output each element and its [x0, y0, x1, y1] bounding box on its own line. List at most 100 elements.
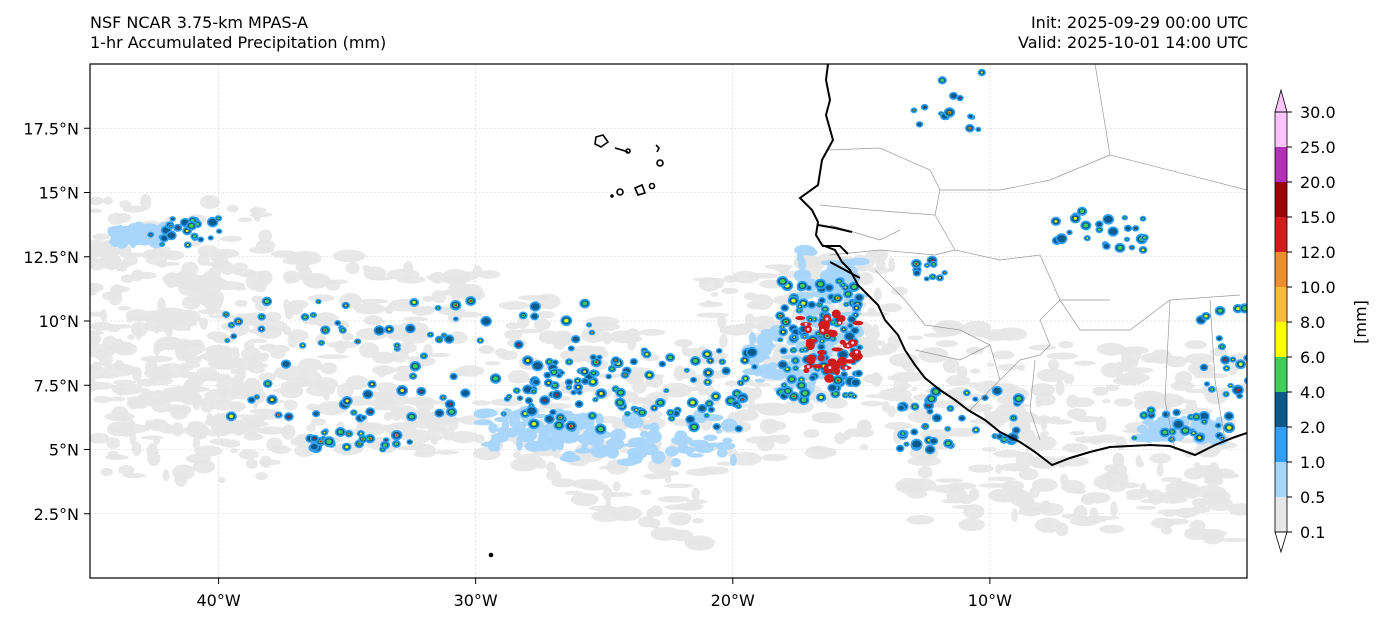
precip-cell — [361, 416, 366, 419]
precip-cell — [956, 365, 968, 379]
precip-cell — [119, 200, 132, 209]
precip-cell — [431, 289, 447, 304]
precip-cell — [610, 367, 614, 371]
precip-cell — [164, 423, 174, 434]
colorbar-segment — [1275, 392, 1287, 427]
precip-cell — [372, 351, 397, 364]
precip-cell — [1035, 392, 1056, 406]
precip-cell — [570, 493, 599, 507]
precip-cell — [1074, 416, 1104, 423]
precip-cell — [1001, 480, 1025, 492]
precip-cell — [387, 328, 391, 331]
precip-cell — [145, 389, 153, 399]
precip-cell — [547, 381, 550, 385]
precip-cell — [313, 377, 339, 392]
precip-cell — [1174, 370, 1193, 386]
precip-cell — [344, 304, 347, 307]
precip-cell — [180, 368, 189, 378]
precip-cell — [1040, 500, 1052, 512]
precip-cell — [412, 364, 418, 369]
precip-cell — [150, 234, 152, 236]
precip-cell — [995, 464, 1002, 475]
precip-cell — [891, 286, 908, 296]
precip-cell — [1047, 359, 1060, 371]
precip-cell — [1165, 480, 1196, 496]
precip-cell — [828, 366, 832, 370]
colorbar-level-label: 8.0 — [1300, 313, 1325, 332]
precip-cell — [240, 450, 248, 457]
precip-cell — [947, 482, 977, 490]
precip-cell — [828, 384, 837, 391]
precip-cell — [400, 435, 410, 440]
precip-cell — [536, 310, 555, 319]
precip-cell — [249, 366, 265, 374]
precip-cell — [505, 322, 521, 330]
precip-cell — [531, 303, 540, 310]
colorbar-extend-max — [1274, 88, 1288, 113]
precip-cell — [1073, 488, 1086, 495]
precip-cell — [560, 371, 564, 374]
precip-cell — [170, 406, 189, 420]
precip-cell — [193, 445, 223, 457]
precip-cell — [924, 106, 926, 108]
precip-cell — [831, 347, 843, 352]
precip-cell — [802, 390, 808, 396]
precip-cell — [196, 366, 218, 379]
precip-cell — [668, 411, 673, 415]
precip-cell — [429, 333, 432, 336]
precip-cell — [405, 396, 436, 406]
precip-cell — [639, 410, 645, 415]
precip-cell — [574, 448, 594, 454]
precip-cell — [1125, 226, 1131, 231]
precip-cell — [1245, 378, 1247, 383]
precip-cell — [117, 305, 132, 311]
precip-cell — [106, 437, 121, 449]
precip-cell — [556, 423, 562, 428]
precip-cell — [1096, 222, 1102, 227]
precip-cell — [606, 375, 611, 378]
precip-cell — [441, 268, 471, 285]
precip-cell — [157, 297, 166, 313]
precip-cell — [325, 280, 341, 291]
precip-cell — [836, 379, 840, 382]
precip-cell — [982, 395, 988, 400]
precip-cell — [917, 466, 933, 479]
precip-cell — [249, 246, 274, 254]
precip-cell — [754, 378, 765, 383]
precip-cell — [1047, 419, 1073, 425]
precip-cell — [594, 398, 597, 401]
precip-cell — [368, 391, 395, 399]
precip-cell — [818, 344, 825, 350]
precip-cell — [244, 417, 262, 422]
precip-cell — [724, 449, 739, 457]
precip-cell — [473, 433, 485, 444]
precip-cell — [612, 481, 621, 492]
colorbar-segment — [1275, 217, 1287, 252]
precip-cell — [297, 273, 323, 282]
precip-cell — [664, 446, 679, 457]
precip-cell — [692, 517, 704, 524]
precip-cell — [109, 396, 126, 402]
precip-cell — [1017, 364, 1026, 371]
precip-cell — [507, 378, 534, 383]
precip-cell — [1242, 306, 1247, 311]
precip-cell — [802, 308, 813, 316]
precip-cell — [931, 275, 935, 278]
precip-cell — [197, 244, 219, 258]
precip-cell — [851, 341, 855, 345]
precip-cell — [613, 387, 618, 391]
colorbar-segment — [1275, 357, 1287, 392]
precip-cell — [1202, 466, 1224, 483]
precip-cell — [1088, 435, 1103, 445]
precip-cell — [118, 465, 135, 476]
precip-cell — [420, 390, 423, 393]
precip-cell — [1202, 420, 1206, 423]
precip-cell — [687, 453, 704, 458]
precip-cell — [1151, 420, 1172, 425]
precip-cell — [363, 319, 387, 324]
precip-cell — [578, 392, 580, 393]
precip-cell — [825, 398, 848, 409]
precip-cell — [116, 390, 125, 396]
precip-cell — [1192, 432, 1195, 435]
precip-cell — [855, 350, 859, 354]
